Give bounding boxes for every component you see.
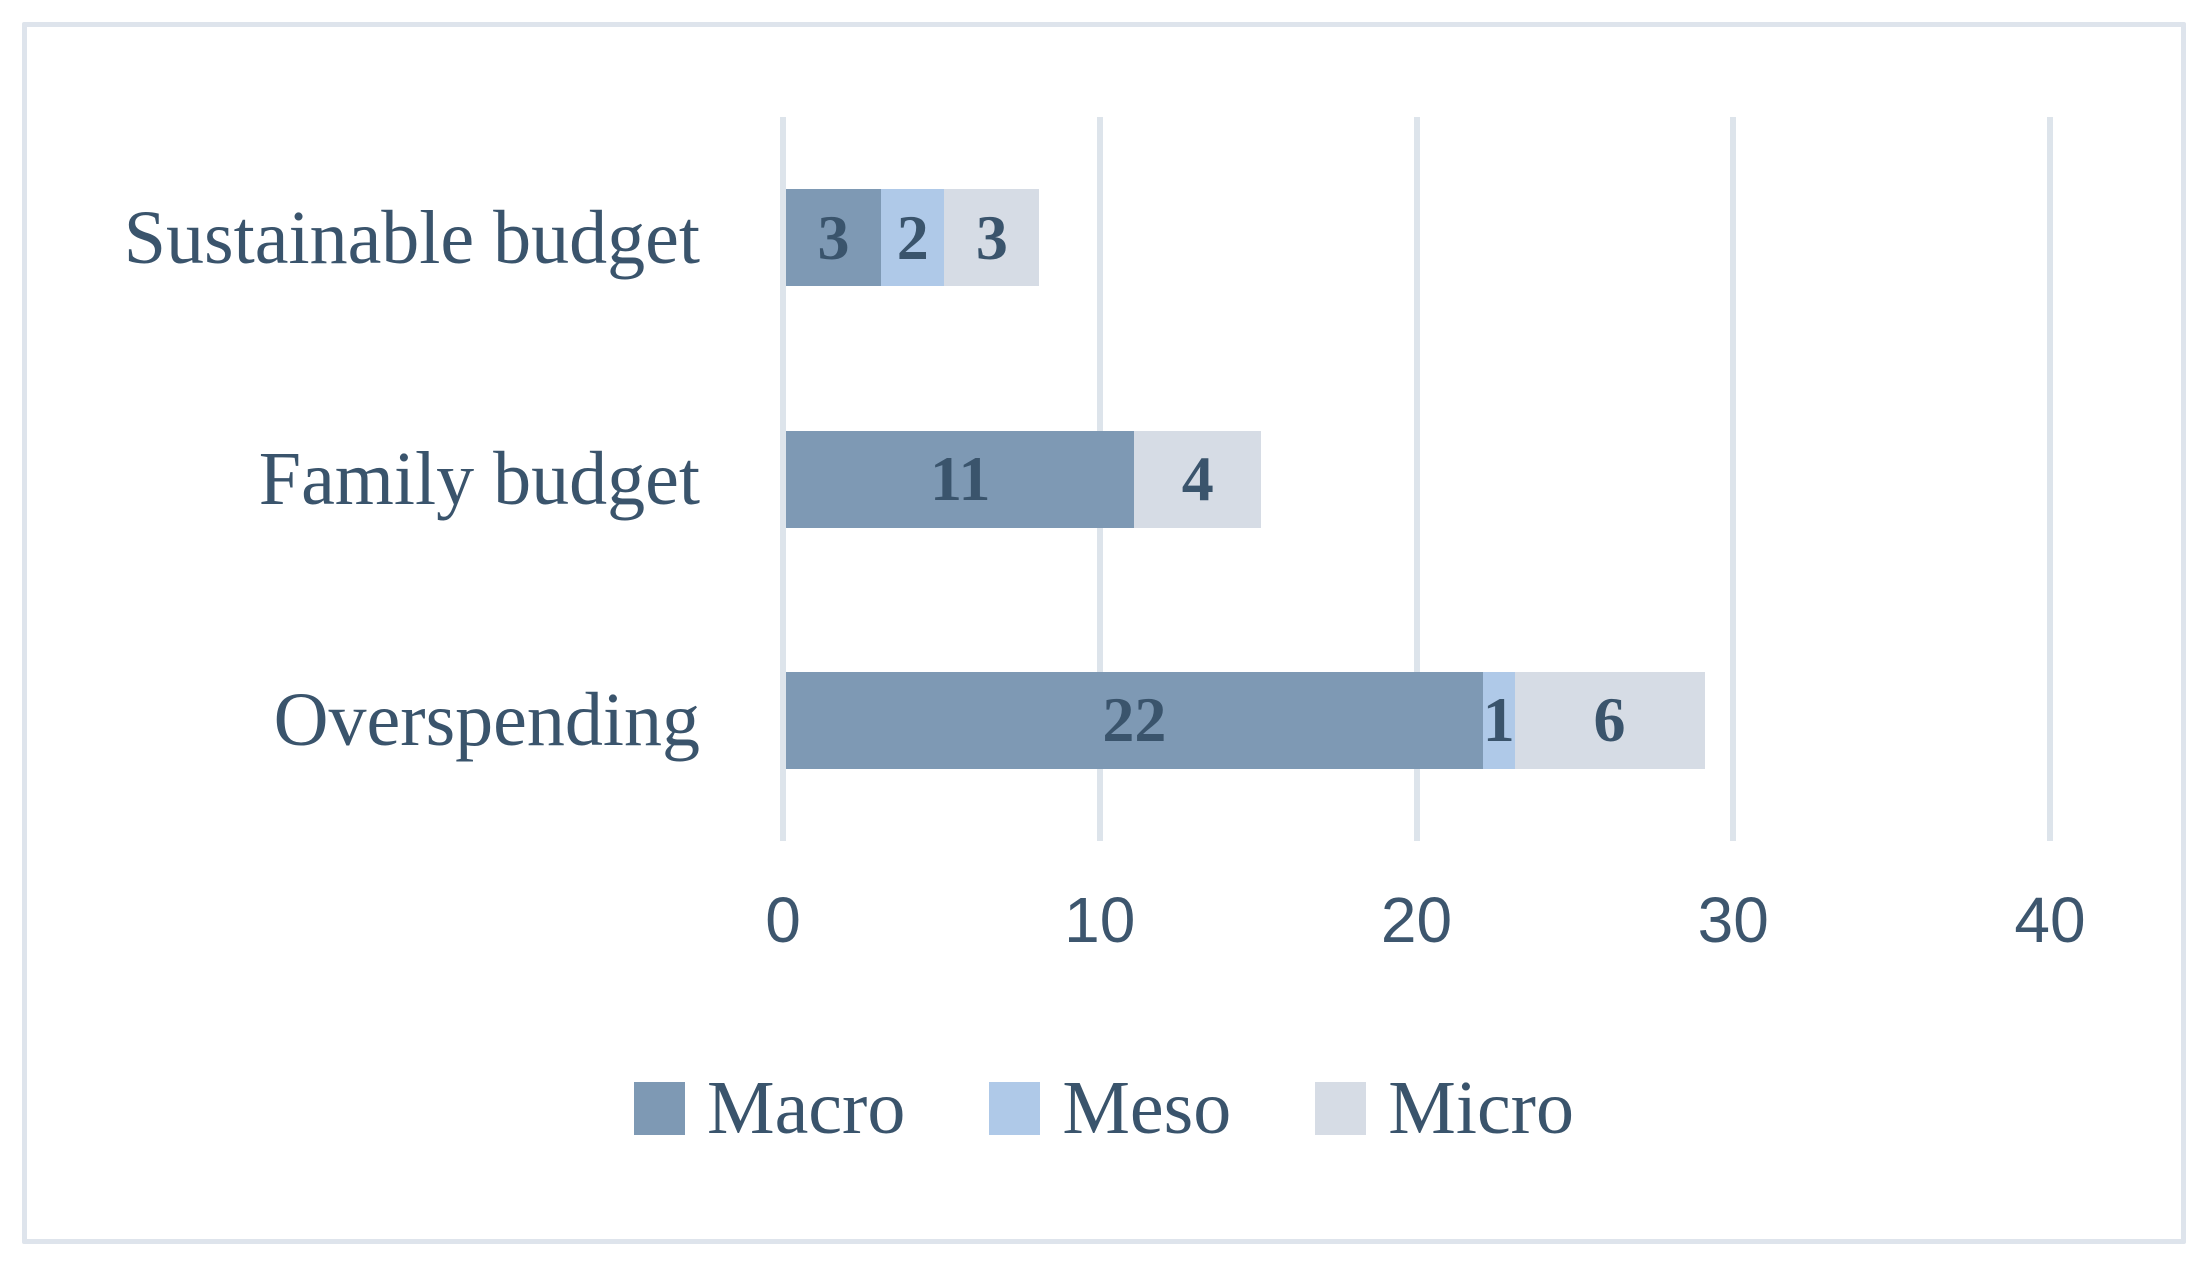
bar-value-label: 4 [1181, 443, 1214, 514]
chart-frame [22, 22, 2186, 1244]
x-tick-label: 10 [1064, 884, 1136, 956]
category-label: Sustainable budget [123, 195, 700, 280]
gridline [780, 117, 786, 841]
plot-area: 3 2 3 11 4 22 1 6 [780, 117, 2053, 841]
bar-value-label: 11 [929, 443, 991, 514]
bar-value-label: 3 [817, 201, 850, 273]
gridline [1730, 117, 1737, 841]
bar-segment-macro: 11 [786, 430, 1135, 528]
legend-item-meso: Meso [989, 1070, 1231, 1146]
category-label: Family budget [258, 437, 700, 521]
category-label: Overspending [273, 678, 700, 763]
legend-swatch-meso [989, 1081, 1041, 1135]
bar-value-label: 2 [896, 201, 929, 273]
x-tick-label: 30 [1697, 884, 1769, 956]
legend: Macro Meso Micro [0, 1070, 2208, 1146]
legend-swatch-macro [634, 1081, 685, 1135]
bar-value-label: 6 [1593, 684, 1626, 756]
bar-segment-macro: 22 [786, 671, 1483, 769]
bar-value-label: 3 [975, 201, 1008, 273]
gridline [1413, 117, 1420, 841]
category-axis: Sustainable budget Family budget Overspend… [30, 117, 740, 841]
bar-stack: 22 1 6 [786, 671, 1705, 769]
bar-segment-micro: 6 [1514, 671, 1705, 769]
legend-label: Meso [1062, 1066, 1232, 1150]
bar-segment-meso: 1 [1482, 671, 1515, 769]
bar-value-label: 1 [1482, 684, 1515, 756]
legend-item-micro: Micro [1315, 1070, 1574, 1146]
bar-row: 22 1 6 [783, 671, 2050, 769]
legend-swatch-micro [1315, 1081, 1367, 1135]
x-axis: 0 10 20 30 40 [0, 888, 2208, 988]
legend-item-macro: Macro [634, 1070, 905, 1146]
x-tick-label: 20 [1380, 884, 1453, 956]
legend-label: Macro [707, 1066, 906, 1150]
bar-value-label: 22 [1102, 684, 1167, 756]
bar-segment-meso: 2 [881, 189, 945, 287]
bar-row: 11 4 [783, 430, 2050, 528]
bar-segment-micro: 3 [944, 189, 1040, 287]
x-tick-label: 40 [2014, 884, 2086, 956]
bar-segment-macro: 3 [786, 189, 882, 287]
gridline [2047, 117, 2053, 841]
legend-label: Micro [1388, 1066, 1574, 1150]
bar-stack: 11 4 [786, 430, 1262, 528]
x-tick-label: 0 [765, 884, 801, 956]
bar-segment-micro: 4 [1134, 430, 1262, 528]
